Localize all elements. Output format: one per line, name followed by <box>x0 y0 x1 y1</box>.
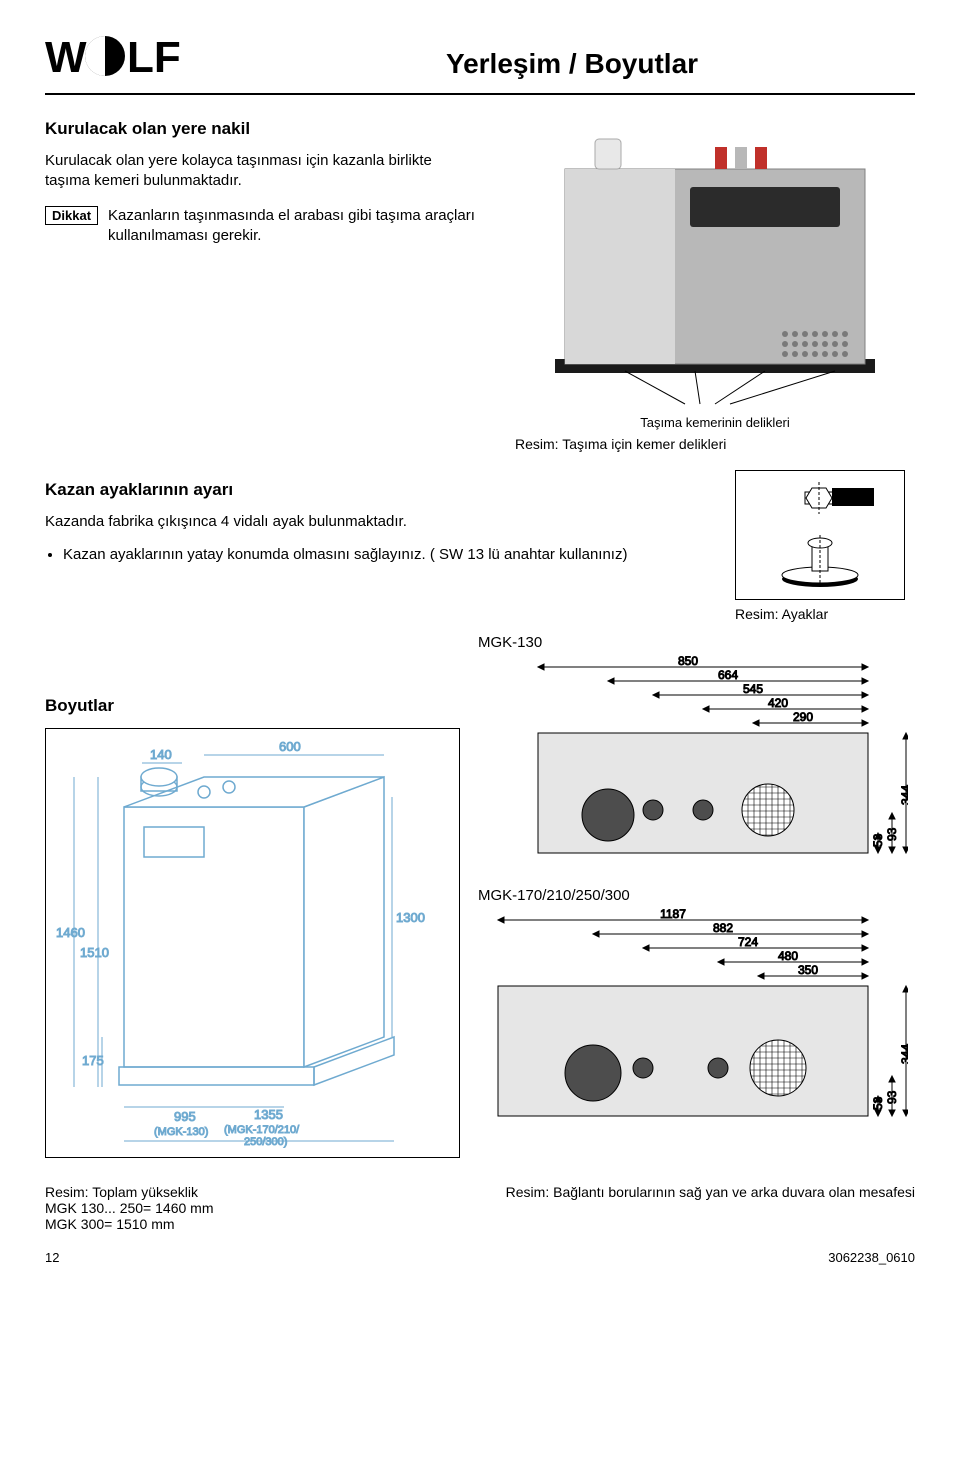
dim-label: 1460 <box>56 925 85 940</box>
feet-illustration <box>735 470 905 600</box>
dim-label: 344 <box>899 1044 908 1064</box>
dim-label: 140 <box>150 747 172 762</box>
dim-label: 53 <box>871 833 885 847</box>
section2-text: Kazanda fabrika çıkışınca 4 vidalı ayak … <box>45 512 465 532</box>
warning-label: Dikkat <box>45 206 98 225</box>
dim-label: 175 <box>82 1053 104 1068</box>
diagram-a-title: MGK-130 <box>478 634 915 651</box>
boiler-photo-inset-label: Taşıma kemerinin delikleri <box>515 415 915 430</box>
dim-label: 344 <box>899 785 908 805</box>
section1-text: Kurulacak olan yere kolayca taşınması iç… <box>45 151 465 192</box>
dim-label: 850 <box>678 655 698 668</box>
technical-drawing: 140 600 1460 1510 175 <box>45 728 460 1158</box>
footer-right-caption: Resim: Bağlantı borularının sağ yan ve a… <box>506 1184 915 1232</box>
dim-label: 1187 <box>660 908 686 921</box>
dim-label: (MGK-130) <box>154 1126 208 1138</box>
page-title: Yerleşim / Boyutlar <box>229 30 915 80</box>
dim-label: 53 <box>871 1096 885 1110</box>
bullet-item: Kazan ayaklarının yatay konumda olmasını… <box>63 546 715 563</box>
dim-label: (MGK-170/210/ <box>224 1124 300 1136</box>
footer-left-line: MGK 130... 250= 1460 mm <box>45 1200 213 1216</box>
boiler-photo-caption: Resim: Taşıma için kemer delikleri <box>515 436 915 452</box>
dim-label: 664 <box>718 668 738 682</box>
dim-label: 93 <box>885 1090 899 1104</box>
dim-label: 420 <box>768 696 788 710</box>
dim-label: 350 <box>798 963 818 977</box>
dim-label: 995 <box>174 1109 196 1124</box>
dim-label: 93 <box>885 827 899 841</box>
footer-left-caption: Resim: Toplam yükseklik MGK 130... 250= … <box>45 1184 213 1232</box>
dim-label: 1510 <box>80 945 109 960</box>
section2-heading: Kazan ayaklarının ayarı <box>45 480 715 500</box>
section1-heading: Kurulacak olan yere nakil <box>45 119 495 139</box>
diagram-b-title: MGK-170/210/250/300 <box>478 887 915 904</box>
dim-label: 545 <box>743 682 763 696</box>
page-header: W LF Yerleşim / Boyutlar <box>45 30 915 95</box>
dim-label: 724 <box>738 935 758 949</box>
dim-label: 1355 <box>254 1107 283 1122</box>
svg-text:LF: LF <box>127 33 181 82</box>
feet-caption: Resim: Ayaklar <box>735 606 915 622</box>
dim-label: 600 <box>279 739 301 754</box>
dim-label: 480 <box>778 949 798 963</box>
footer-left-line: MGK 300= 1510 mm <box>45 1216 213 1232</box>
wolf-logo: W LF <box>45 30 205 87</box>
dimension-diagram-b: MGK-170/210/250/300 1187 882 724 480 350 <box>478 887 915 1128</box>
warning-text: Kazanların taşınmasında el arabası gibi … <box>108 206 475 247</box>
dimension-diagram-a: MGK-130 850 664 545 420 290 <box>478 634 915 865</box>
dim-label: 250/300) <box>244 1136 287 1148</box>
boiler-photo <box>515 109 915 409</box>
svg-text:W: W <box>45 33 87 82</box>
document-code: 3062238_0610 <box>828 1250 915 1265</box>
dim-label: 1300 <box>396 910 425 925</box>
page-number: 12 <box>45 1250 59 1265</box>
footer-left-line: Resim: Toplam yükseklik <box>45 1184 213 1200</box>
dim-label: 882 <box>713 921 733 935</box>
boyutlar-heading: Boyutlar <box>45 696 460 716</box>
dim-label: 290 <box>793 710 813 724</box>
